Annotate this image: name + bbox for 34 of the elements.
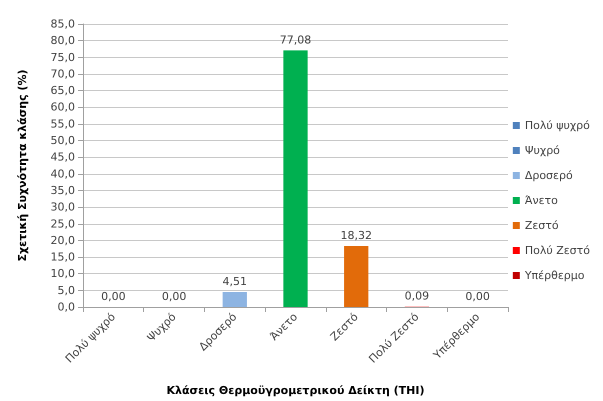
legend-label: Ζεστό	[524, 219, 559, 232]
y-tick-label: 75,0	[50, 50, 75, 64]
y-tick-label: 85,0	[50, 18, 75, 30]
y-tick-label: 20,0	[50, 234, 75, 247]
y-tick-label: 35,0	[50, 184, 75, 197]
y-tick-label: 70,0	[50, 67, 75, 80]
y-tick-label: 55,0	[50, 117, 75, 130]
y-axis-title: Σχετική Συχνότητα κλάσης (%)	[16, 69, 29, 262]
data-label: 18,32	[340, 229, 372, 242]
y-tick-label: 45,0	[50, 150, 75, 164]
legend-label: Πολύ Ζεστό	[524, 244, 590, 257]
y-tick-label: 50,0	[50, 134, 75, 148]
legend-label: Δροσερό	[524, 169, 573, 182]
y-tick-label: 15,0	[50, 250, 75, 264]
y-tick-label: 30,0	[50, 200, 75, 214]
data-label: 0,00	[162, 290, 186, 303]
data-label: 0,00	[101, 290, 126, 303]
x-axis-title: Κλάσεις Θερμοϋγρομετρικού Δείκτη (THI)	[166, 384, 425, 397]
data-label: 0,09	[404, 290, 430, 303]
y-tick-label: 40,0	[50, 167, 75, 180]
legend-label: Άνετο	[524, 194, 558, 207]
data-label: 0,00	[465, 290, 490, 303]
data-label: 4,51	[222, 274, 248, 288]
y-tick-label: 25,0	[50, 217, 75, 230]
y-tick-label: 65,0	[50, 84, 75, 98]
y-tick-label: 10,0	[50, 267, 75, 280]
y-tick-label: 0,0	[58, 300, 75, 314]
y-tick-label: 5,0	[58, 284, 75, 297]
legend-label: Ψυχρό	[524, 144, 560, 157]
y-tick-label: 60,0	[50, 100, 75, 114]
data-label: 77,08	[280, 33, 312, 46]
legend-label: Πολύ ψυχρό	[524, 119, 590, 132]
y-tick-label: 80,0	[50, 34, 75, 48]
legend-label: Υπέρθερμο	[524, 269, 585, 282]
